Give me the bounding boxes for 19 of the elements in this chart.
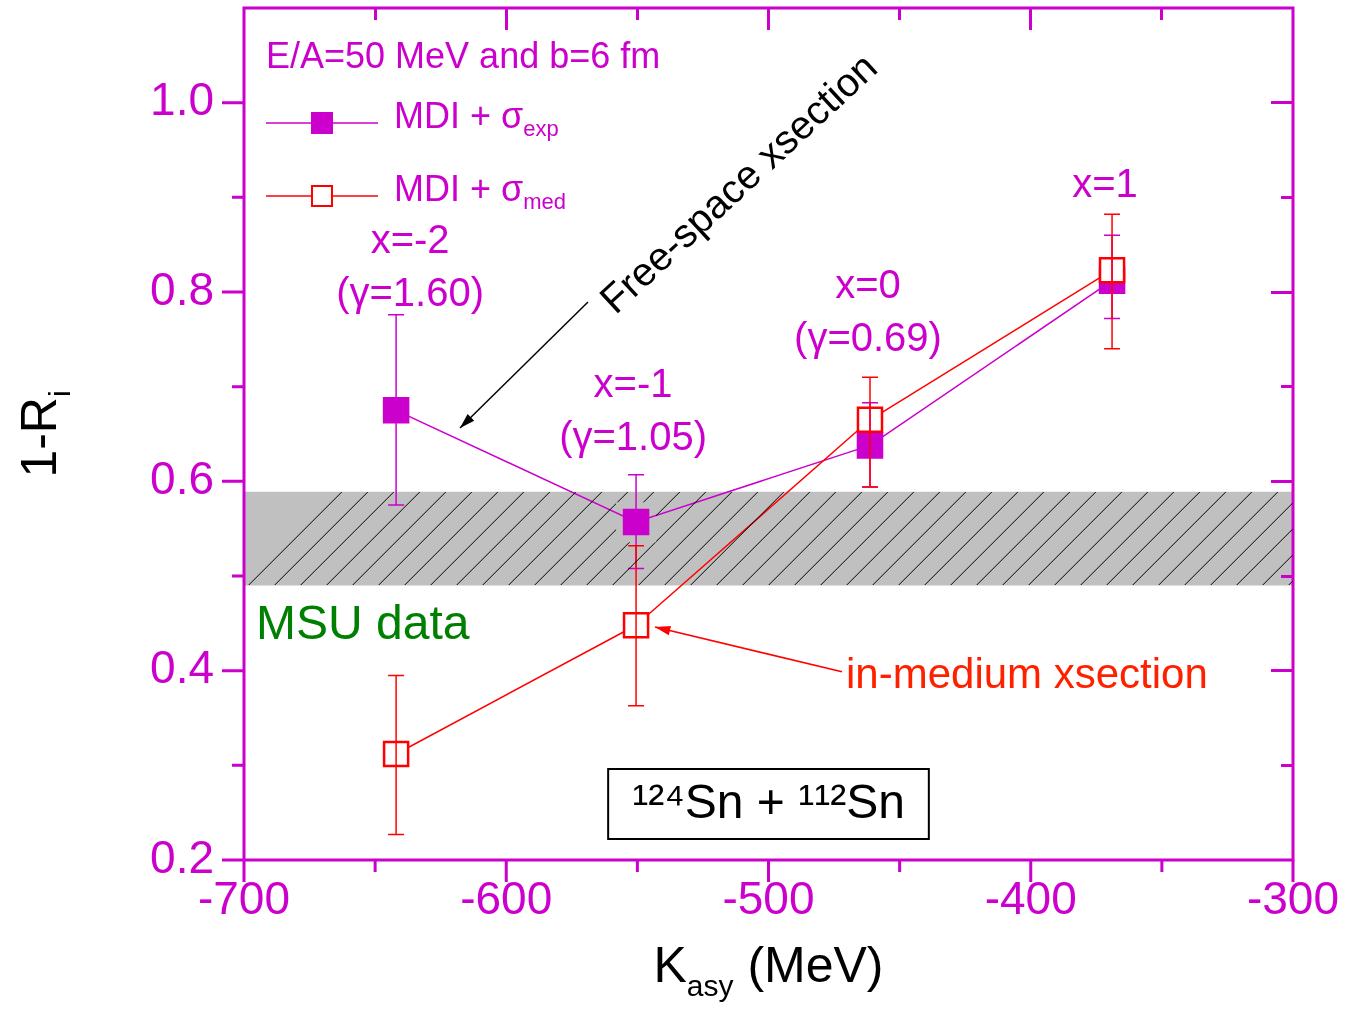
legend-title: E/A=50 MeV and b=6 fm <box>266 34 661 78</box>
legend-label: MDI + σ$_{exp}$ <box>394 94 559 144</box>
annotation: x=0 (γ=0.69) <box>794 262 942 360</box>
y-tick-label: 0.6 <box>150 452 214 505</box>
y-tick-label: 0.4 <box>150 641 214 694</box>
annotation: ¹²⁴Sn + ¹¹²Sn <box>632 775 905 829</box>
x-tick-label: -500 <box>722 872 815 925</box>
y-tick-label: 1.0 <box>150 73 214 126</box>
y-tick-label: 0.8 <box>150 262 214 315</box>
x-tick-label: -400 <box>984 872 1077 925</box>
x-tick-label: -300 <box>1246 872 1340 925</box>
annotation: x=1 <box>1072 161 1138 206</box>
annotation: in-medium xsection <box>846 649 1208 697</box>
band-label: MSU data <box>256 595 470 649</box>
y-axis-title: 1-Ri <box>10 390 77 478</box>
annotation: x=-2 (γ=1.60) <box>336 216 485 314</box>
legend-label: MDI + σ$_{med}$ <box>394 168 567 215</box>
x-tick-label: -600 <box>460 872 553 925</box>
annotation: x=-1 (γ=1.05) <box>559 360 707 458</box>
